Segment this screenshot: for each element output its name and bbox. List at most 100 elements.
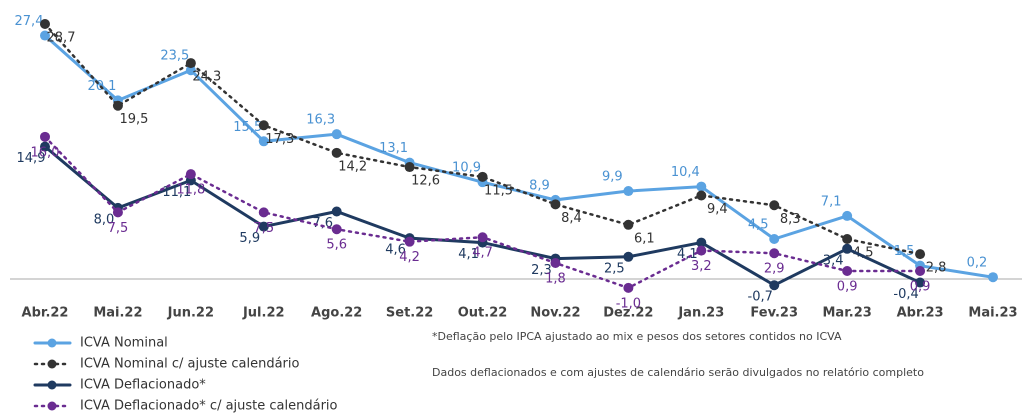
data-label: 24,3 [192,70,221,85]
legend-marker [47,359,57,369]
x-tick-label: Mai.22 [93,306,142,321]
data-label: 5,9 [239,231,260,246]
data-label: 3,4 [823,253,844,268]
point [696,181,707,192]
data-label: 12,6 [411,174,440,189]
point [623,251,634,262]
point [842,266,853,277]
data-label: -1,0 [616,296,641,311]
data-label: 7,5 [108,221,129,236]
data-label: 0,2 [967,256,988,271]
point [842,210,853,221]
data-label: 4,1 [458,247,479,262]
legend-label: ICVA Deflacionado* c/ ajuste calendário [80,399,338,414]
data-label: 27,4 [15,14,44,29]
data-label: 8,0 [94,212,115,227]
data-label: 8,3 [780,212,801,227]
legend-label: ICVA Nominal [80,336,168,351]
data-label: 10,9 [452,161,481,176]
point [623,186,634,197]
x-tick-label: Mar.23 [823,306,872,321]
point [769,234,780,245]
data-label: 6,1 [634,231,655,246]
point [477,171,488,182]
x-tick-label: Set.22 [386,306,433,321]
data-label: 14,9 [17,151,46,166]
data-label: 4,5 [853,246,874,261]
point [623,282,634,293]
data-label: 4,7 [472,246,493,261]
data-label: 23,5 [160,49,189,64]
legend-marker [47,380,57,390]
point [331,129,342,140]
data-label: 13,1 [379,141,408,156]
point [258,207,269,218]
data-label: 14,2 [338,159,367,174]
point [331,224,342,235]
data-label: 4,5 [748,218,769,233]
x-tick-label: Jul.22 [242,306,285,321]
data-label: 8,9 [529,178,550,193]
note: Dados deflacionados e com ajustes de cal… [432,366,924,379]
x-tick-label: Jun.22 [167,306,214,321]
point [842,243,853,254]
point [112,100,123,111]
data-label: -0,4 [893,287,918,302]
x-tick-label: Dez.22 [603,306,653,321]
point [40,19,50,29]
data-label: 19,5 [119,112,148,127]
point [40,141,50,152]
data-label: 28,7 [47,31,76,46]
point [842,234,853,245]
point [185,65,196,76]
point [769,280,780,291]
point [331,147,342,158]
x-tick-label: Fev.23 [750,306,798,321]
legend-label: ICVA Deflacionado* [80,378,206,393]
point [185,169,196,180]
data-label: 3,2 [691,259,712,274]
point [258,120,269,131]
legend-marker [47,401,57,411]
point [915,277,926,288]
data-label: 1,8 [545,272,566,287]
point [185,58,196,69]
point [40,30,50,41]
point [769,200,780,211]
data-label: 7,5 [253,221,274,236]
data-label: 17,3 [265,132,294,147]
data-label: 2,9 [764,262,785,277]
point [988,272,998,283]
point [112,207,123,218]
data-label: 4,2 [399,250,420,265]
point [331,206,342,217]
x-tick-label: Out.22 [458,306,508,321]
data-label: 16,0 [31,145,60,160]
legend-marker [47,338,57,348]
x-tick-label: Mai.23 [968,306,1017,321]
x-tick-label: Ago.22 [311,306,362,321]
data-label: 4,1 [677,247,698,262]
data-label: 5,6 [326,238,347,253]
point [477,232,488,243]
data-label: 4,6 [385,243,406,258]
data-label: 0,9 [910,280,931,295]
data-label: 11,8 [176,183,205,198]
x-tick-label: Nov.22 [530,306,580,321]
point [404,236,415,247]
data-label: 10,4 [671,165,700,180]
point [404,162,415,173]
point [40,131,50,142]
legend-label: ICVA Nominal c/ ajuste calendário [80,357,300,372]
point [696,245,707,256]
x-tick-label: Jan.23 [677,306,724,321]
data-label: 2,3 [531,263,552,278]
point [915,266,926,277]
point [550,258,561,269]
x-tick-label: Abr.23 [897,306,944,321]
data-label: 16,3 [306,113,335,128]
point [550,199,561,210]
data-label: 11,5 [484,183,513,198]
point [623,219,634,230]
